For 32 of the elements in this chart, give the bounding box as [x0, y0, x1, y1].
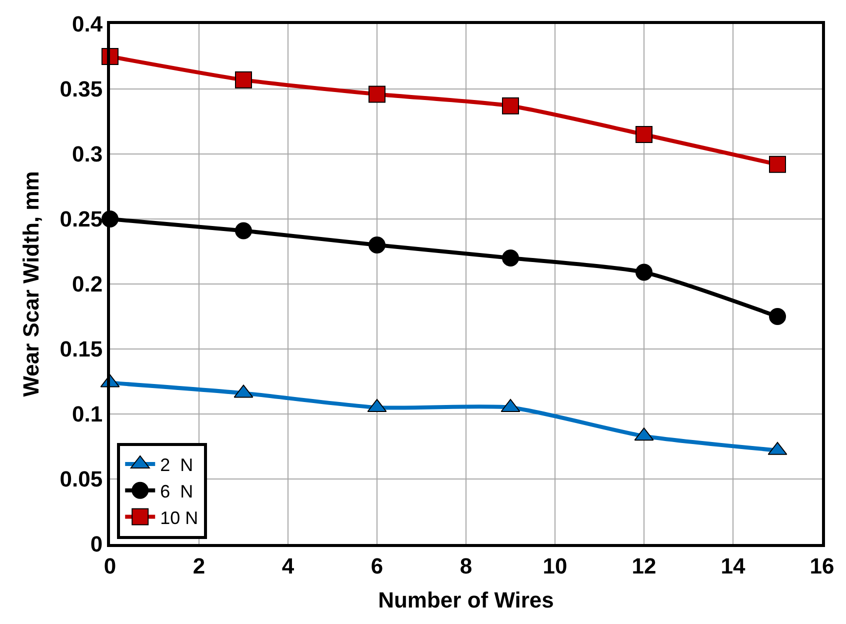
x-tick-label: 10 — [542, 553, 568, 578]
point — [636, 126, 652, 143]
point — [502, 250, 519, 266]
y-tick-label: 0 — [90, 532, 103, 557]
y-tick-label: 0.4 — [72, 12, 104, 37]
x-tick-label: 16 — [810, 553, 834, 578]
y-tick-label: 0.3 — [72, 142, 103, 167]
point — [368, 236, 386, 254]
point — [769, 156, 786, 173]
y-tick-label: 0.35 — [60, 76, 103, 102]
legend-label: 6 N — [160, 481, 194, 502]
y-tick-label: 0.05 — [60, 466, 103, 492]
y-tick-label: 0.25 — [60, 206, 103, 232]
x-tick-label: 6 — [370, 553, 384, 578]
legend-label: 10 N — [160, 508, 198, 528]
x-tick-label: 12 — [632, 553, 656, 578]
legend-label: 2 N — [160, 455, 194, 476]
point — [368, 86, 386, 103]
x-tick-label: 4 — [282, 553, 295, 578]
point — [769, 308, 786, 325]
y-axis-title: Wear Scar Width, mm — [18, 171, 44, 397]
y-tick-label: 0.15 — [60, 336, 103, 362]
x-tick-label: 8 — [460, 553, 472, 578]
point — [502, 97, 519, 114]
x-tick-label: 2 — [192, 553, 206, 578]
point — [636, 264, 652, 281]
x-axis-title: Number of Wires — [378, 587, 554, 612]
point — [235, 222, 252, 240]
y-tick-label: 0.2 — [72, 272, 103, 297]
x-tick-label: 14 — [720, 553, 746, 578]
point — [235, 71, 252, 88]
y-tick-label: 0.1 — [72, 402, 103, 427]
